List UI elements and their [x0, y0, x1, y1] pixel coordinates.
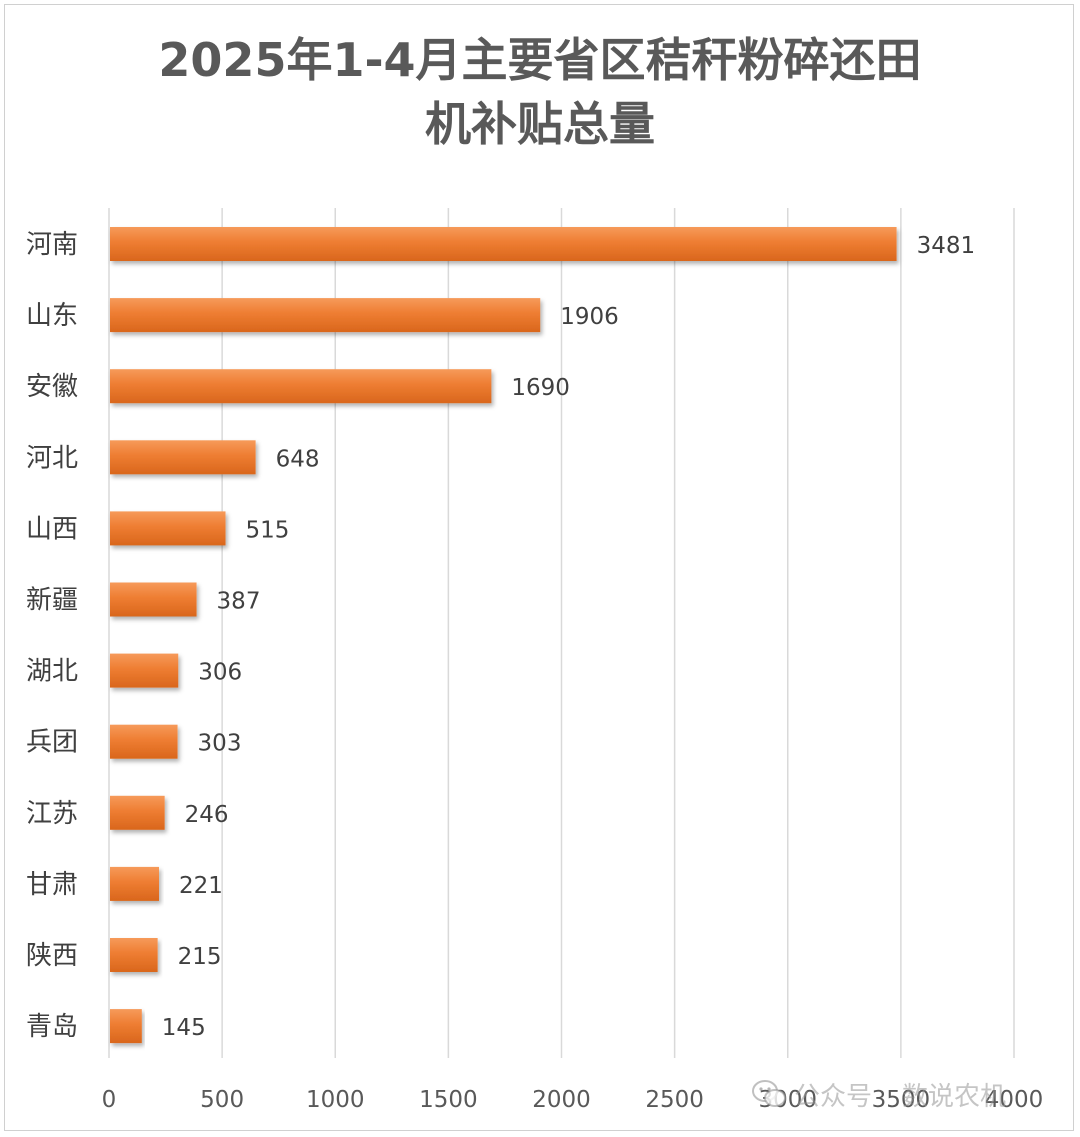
chart-title-line2: 机补贴总量: [425, 97, 655, 151]
watermark-name: 数说农机: [902, 1081, 1007, 1112]
data-label: 145: [162, 1015, 206, 1041]
bar: [110, 866, 160, 901]
category-label: 江苏: [26, 799, 78, 829]
bar: [110, 298, 541, 333]
category-label: 甘肃: [26, 870, 78, 900]
x-tick-label: 2500: [645, 1087, 704, 1113]
bar: [110, 582, 197, 617]
data-label: 648: [276, 446, 320, 472]
category-label: 兵团: [26, 728, 78, 758]
data-label: 3481: [917, 233, 976, 259]
data-label: 515: [246, 517, 290, 543]
category-label: 陕西: [26, 941, 78, 971]
grid-lines: [108, 208, 1015, 1058]
chart-title: 2025年1-4月主要省区秸秆粉碎还田 机补贴总量: [0, 28, 1080, 156]
category-label: 新疆: [26, 586, 78, 616]
x-tick-label: 500: [200, 1087, 244, 1113]
data-label: 303: [198, 731, 242, 757]
x-tick-label: 1000: [306, 1087, 365, 1113]
bars: [110, 227, 897, 1044]
data-labels: 3481 1906 1690 648 515 387 306 303 246 221 215 145: [162, 233, 975, 1041]
category-label: 湖北: [26, 657, 78, 687]
bar: [110, 511, 226, 546]
data-label: 1690: [511, 375, 570, 401]
x-tick-labels: 0 500 1000 1500 2000 2500 3000 3500 4000: [102, 1087, 1044, 1113]
data-label: 221: [179, 873, 223, 899]
category-label: 山西: [26, 514, 78, 544]
x-tick-label: 0: [102, 1087, 117, 1113]
bar: [110, 440, 256, 475]
data-label: 246: [185, 802, 229, 828]
watermark-account: 公众号: [794, 1081, 873, 1112]
category-label: 山东: [26, 301, 78, 331]
x-tick-label: 4000: [985, 1087, 1044, 1113]
wechat-icon: [752, 1080, 786, 1107]
x-tick-label: 1500: [419, 1087, 478, 1113]
chart-frame: [4, 4, 1074, 1131]
chart-title-line1: 2025年1-4月主要省区秸秆粉碎还田: [158, 33, 922, 87]
x-tick-label: 2000: [532, 1087, 591, 1113]
bar: [110, 227, 897, 261]
category-label: 青岛: [26, 1012, 78, 1042]
bar: [110, 653, 179, 688]
bar: [110, 795, 165, 830]
category-label: 河南: [26, 230, 78, 260]
bar: [110, 1009, 142, 1044]
category-label: 河北: [26, 443, 78, 473]
bar: [110, 938, 158, 972]
data-label: 306: [198, 660, 242, 686]
bar: [110, 724, 178, 759]
x-tick-label: 3500: [872, 1087, 931, 1113]
data-label: 215: [178, 944, 222, 970]
data-label: 387: [217, 589, 261, 615]
category-label: 安徽: [26, 372, 78, 402]
data-label: 1906: [560, 304, 619, 330]
bar: [110, 369, 492, 404]
watermark: 公众号 数说农机: [752, 1074, 1006, 1114]
